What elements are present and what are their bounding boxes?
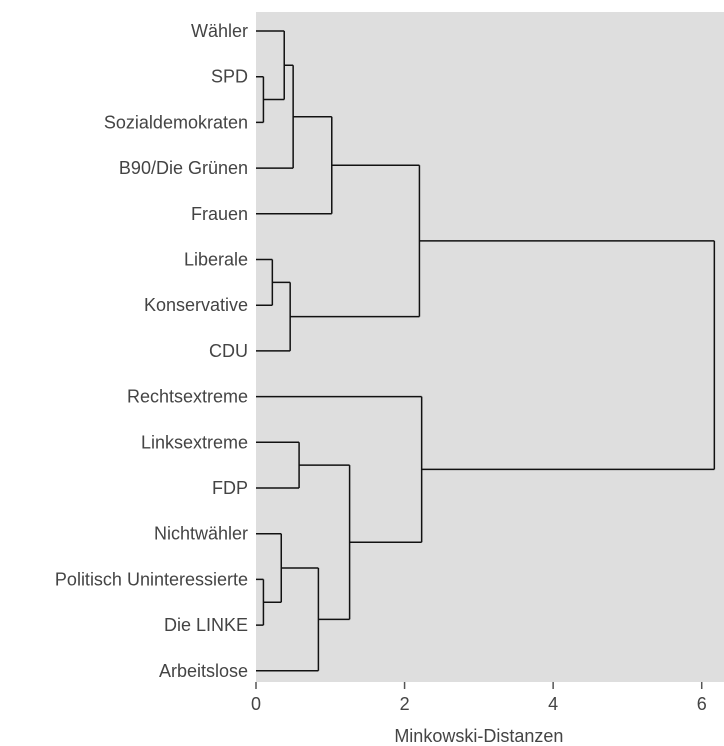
leaf-label: Politisch Uninteressierte — [55, 569, 248, 589]
dendrogram-link — [256, 532, 283, 603]
leaf-label: Die LINKE — [164, 615, 248, 635]
leaf-label: Arbeitslose — [159, 661, 248, 681]
leaf-label: FDP — [212, 478, 248, 498]
leaf-label: Nichtwähler — [154, 524, 248, 544]
leaf-label: SPD — [211, 67, 248, 87]
leaf-label: Konservative — [144, 295, 248, 315]
x-tick-label: 4 — [548, 694, 558, 714]
x-axis-title: Minkowski-Distanzen — [394, 726, 563, 746]
x-axis: 0 2 4 6 — [251, 682, 707, 714]
x-tick-label: 2 — [400, 694, 410, 714]
dendrogram-link — [256, 281, 291, 352]
leaf-label: Frauen — [191, 204, 248, 224]
leaf-label: Wähler — [191, 21, 248, 41]
leaf-label: Linksextreme — [141, 432, 248, 452]
leaf-label: Sozialdemokraten — [104, 112, 248, 132]
x-tick-label: 6 — [697, 694, 707, 714]
leaf-label: B90/Die Grünen — [119, 158, 248, 178]
dendrogram-link — [419, 240, 716, 471]
dendrogram-links — [256, 30, 716, 672]
leaf-label: Rechtsextreme — [127, 387, 248, 407]
x-tick-label: 0 — [251, 694, 261, 714]
leaf-label: CDU — [209, 341, 248, 361]
plot-background — [256, 12, 724, 682]
leaf-label: Liberale — [184, 250, 248, 270]
dendrogram-link — [256, 395, 423, 544]
dendrogram-link — [256, 115, 333, 215]
leaf-labels: Wähler SPD Sozialdemokraten B90/Die Grünen F… — [55, 21, 248, 681]
